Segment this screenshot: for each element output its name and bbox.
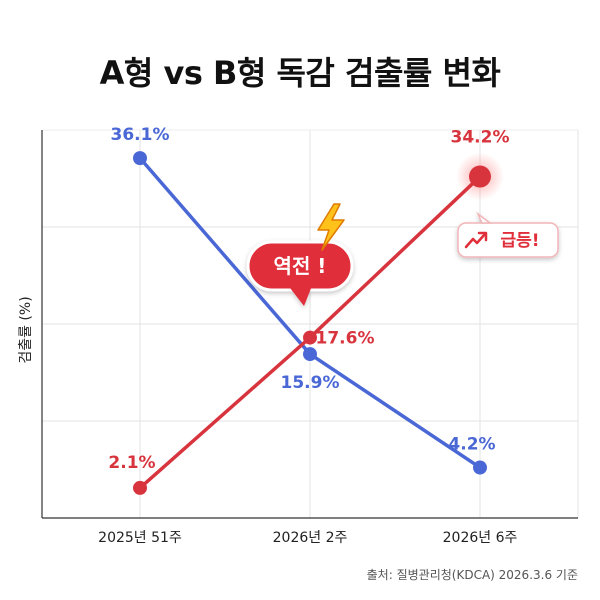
bubble-tail [290,286,312,306]
data-point [303,347,317,362]
surge-text: 급등! [500,231,539,251]
data-point [473,460,487,475]
lightning-icon [317,203,345,251]
trend-arrow [477,231,488,242]
x-tick-label: 2025년 51주 [98,530,182,546]
surge-badge [457,211,559,258]
lightning-shape [317,203,345,251]
data-label: 15.9% [281,373,340,393]
source-note: 출처: 질병관리청(KDCA) 2026.3.6 기준 [366,568,578,582]
x-tick-label: 2026년 6주 [443,530,518,546]
y-axis-label: 검출률 (%) [18,296,34,363]
data-label: 34.2% [451,128,510,148]
chart-title: A형 vs B형 독감 검출률 변화 [99,54,501,92]
crossover-text: 역전 ! [274,254,327,278]
data-point [133,151,147,166]
data-label: 4.2% [448,435,495,455]
trend-line [464,232,487,249]
data-point [133,480,147,495]
x-tick-label: 2026년 2주 [273,530,348,546]
data-point [303,330,317,345]
badge-body [457,222,559,258]
data-point [469,165,491,188]
data-label: 2.1% [108,453,155,473]
data-label: 17.6% [316,329,375,349]
data-label: 36.1% [111,125,170,145]
crossover-bubble [246,240,354,306]
trend-up-icon [464,231,488,249]
badge-tail [476,211,493,224]
